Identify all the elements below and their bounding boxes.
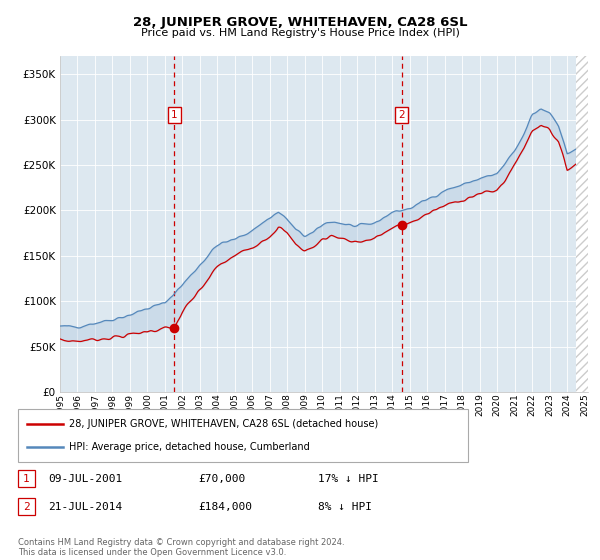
Text: 28, JUNIPER GROVE, WHITEHAVEN, CA28 6SL (detached house): 28, JUNIPER GROVE, WHITEHAVEN, CA28 6SL …	[69, 419, 378, 429]
Text: £184,000: £184,000	[198, 502, 252, 512]
Bar	[576, 56, 593, 392]
Text: Price paid vs. HM Land Registry's House Price Index (HPI): Price paid vs. HM Land Registry's House …	[140, 28, 460, 38]
Text: 2: 2	[398, 110, 405, 120]
Text: 28, JUNIPER GROVE, WHITEHAVEN, CA28 6SL: 28, JUNIPER GROVE, WHITEHAVEN, CA28 6SL	[133, 16, 467, 29]
Text: Contains HM Land Registry data © Crown copyright and database right 2024.
This d: Contains HM Land Registry data © Crown c…	[18, 538, 344, 557]
Text: 8% ↓ HPI: 8% ↓ HPI	[318, 502, 372, 512]
Text: HPI: Average price, detached house, Cumberland: HPI: Average price, detached house, Cumb…	[69, 442, 310, 452]
Text: 1: 1	[171, 110, 178, 120]
Text: 17% ↓ HPI: 17% ↓ HPI	[318, 474, 379, 484]
Text: 09-JUL-2001: 09-JUL-2001	[48, 474, 122, 484]
Text: 21-JUL-2014: 21-JUL-2014	[48, 502, 122, 512]
Text: £70,000: £70,000	[198, 474, 245, 484]
Text: 1: 1	[23, 474, 30, 484]
Text: 2: 2	[23, 502, 30, 512]
